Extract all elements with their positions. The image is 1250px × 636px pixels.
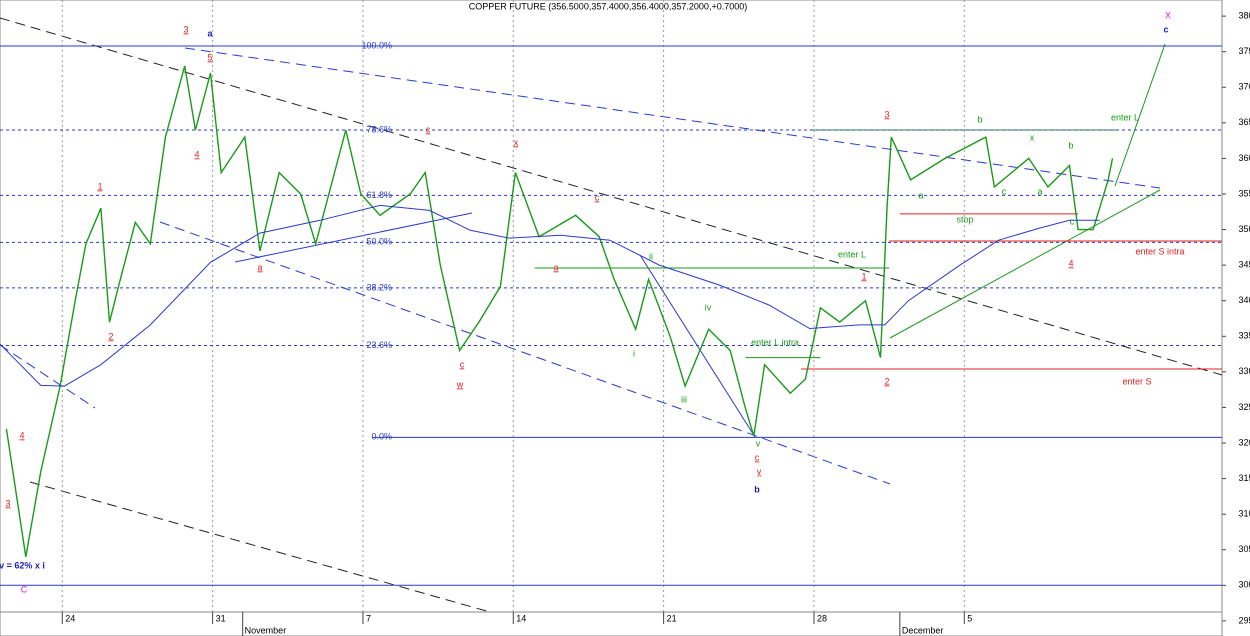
annotation: 2 [108, 331, 113, 341]
y-tick-label: 340 [1238, 295, 1250, 305]
annotation: ii [649, 251, 653, 261]
y-tick-label: 345 [1238, 260, 1250, 270]
x-tick-label: 21 [667, 613, 677, 623]
x-axis-strip [0, 611, 1223, 636]
price-line [0, 204, 1100, 387]
annotation: enter S intra [1135, 246, 1184, 256]
fib-label: 0.0% [371, 432, 392, 442]
y-tick-label: 380 [1238, 10, 1250, 20]
annotation: 4 [19, 430, 24, 440]
fib-label: 23.6% [366, 340, 392, 350]
y-tick-label: 355 [1238, 188, 1250, 198]
x-tick-label: 31 [216, 613, 226, 623]
annotation: c [1002, 186, 1007, 196]
month-label: December [902, 625, 944, 635]
x-tick-label: 24 [65, 613, 75, 623]
y-tick-label: 315 [1238, 473, 1250, 483]
annotation: a [1037, 186, 1042, 196]
annotation: 3 [5, 498, 10, 508]
annotation: 1 [97, 181, 102, 191]
annotation: y [757, 466, 762, 476]
annotation: a [257, 262, 262, 272]
annotation: i [633, 348, 635, 358]
annotation: w [456, 379, 464, 389]
fib-label: 100.0% [361, 40, 392, 50]
y-tick-label: 375 [1238, 46, 1250, 56]
annotation: c [1163, 24, 1168, 34]
trend-line [0, 344, 96, 409]
plot-area [0, 0, 1223, 613]
x-tick-label: 28 [817, 613, 827, 623]
y-tick-label: 350 [1238, 224, 1250, 234]
y-tick-label: 295 [1238, 615, 1250, 625]
annotation: b [1068, 140, 1073, 150]
annotation: 2 [884, 376, 889, 386]
annotation: C [21, 584, 28, 594]
x-tick-label: 14 [516, 613, 526, 623]
annotation: x [1030, 132, 1035, 142]
annotation: 4 [1068, 258, 1073, 268]
annotation: c [1070, 216, 1075, 226]
annotation: 3 [183, 24, 188, 34]
annotation: v [756, 438, 761, 448]
x-tick-label: 7 [366, 613, 371, 623]
annotation: c [595, 192, 600, 202]
annotation: c [460, 359, 465, 369]
annotation: c [755, 452, 760, 462]
annotation: stop [956, 214, 973, 224]
y-tick-label: 310 [1238, 509, 1250, 519]
annotation: b [977, 114, 982, 124]
annotation: c [426, 124, 431, 134]
y-tick-label: 370 [1238, 82, 1250, 92]
annotation: iv [705, 302, 712, 312]
y-tick-label: 320 [1238, 437, 1250, 447]
trend-line [0, 17, 1223, 376]
annotation: a [553, 262, 558, 272]
trend-line [1114, 43, 1166, 187]
fib-label: 38.2% [366, 282, 392, 292]
annotation: a [207, 28, 213, 38]
y-tick-label: 305 [1238, 544, 1250, 554]
y-tick-label: 300 [1238, 580, 1250, 590]
month-label: November [245, 625, 287, 635]
chart-title: COPPER FUTURE (356.5000,357.4000,356.400… [469, 1, 747, 11]
y-tick-label: 335 [1238, 331, 1250, 341]
annotation: X [1165, 10, 1171, 20]
annotation: iii [681, 394, 687, 404]
trend-line [184, 47, 1161, 189]
y-tick-label: 325 [1238, 402, 1250, 412]
annotation: 4 [194, 149, 199, 159]
trend-line [159, 221, 891, 485]
annotation: 1 [861, 271, 866, 281]
y-tick-label: 330 [1238, 366, 1250, 376]
fib-label: 78.6% [366, 124, 392, 134]
fib-label: 50.0% [366, 237, 392, 247]
annotation: v = 62% x i [0, 560, 45, 570]
annotation: 3 [884, 109, 889, 119]
annotation: enter L [838, 249, 866, 259]
annotation: 5 [207, 52, 212, 62]
annotation: enter L intra [751, 337, 799, 347]
annotation: b [754, 484, 760, 494]
fib-label: 61.8% [366, 190, 392, 200]
annotation: enter S [1122, 376, 1151, 386]
y-tick-label: 365 [1238, 117, 1250, 127]
annotation: enter L [1111, 112, 1139, 122]
y-tick-label: 360 [1238, 153, 1250, 163]
x-tick-label: 5 [967, 613, 972, 623]
trend-line [889, 189, 1161, 339]
annotation: x [514, 137, 519, 147]
annotation: a [918, 190, 923, 200]
